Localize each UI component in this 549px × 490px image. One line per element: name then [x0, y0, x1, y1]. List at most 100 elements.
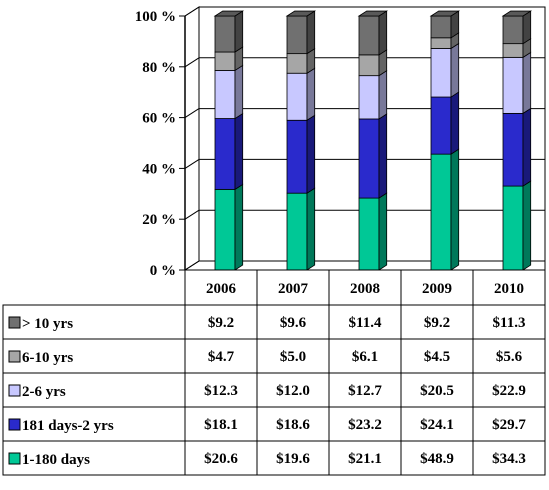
table-cell [472, 440, 546, 476]
table-cell [184, 304, 258, 340]
bar-side [234, 112, 244, 191]
bar-top [501, 10, 533, 17]
table-cell [400, 440, 474, 476]
table-cell [328, 372, 402, 408]
bar-side [234, 64, 244, 120]
bar-side [378, 192, 388, 271]
legend-swatch [8, 452, 21, 465]
table-cell [472, 406, 546, 442]
data-label: $9.2 [424, 315, 450, 331]
bar-front [502, 56, 524, 114]
bar-segment-2007-5 [285, 10, 317, 55]
data-label: $20.6 [204, 451, 238, 467]
legend-swatch [8, 384, 21, 397]
bar-front [502, 43, 524, 58]
legend-swatch [8, 350, 21, 363]
table-cell [328, 338, 402, 374]
bar-side [522, 10, 532, 45]
legend-cell [2, 372, 186, 408]
bar-segment-2006-2 [214, 112, 244, 191]
bar-front [358, 15, 380, 56]
table-cell [256, 406, 330, 442]
data-label: $5.0 [280, 349, 306, 365]
bar-segment-2006-1 [214, 183, 244, 271]
data-label: $9.2 [208, 315, 234, 331]
table-cell [256, 440, 330, 476]
data-label: $19.6 [276, 451, 310, 467]
bar-top [285, 10, 317, 17]
data-label: $5.6 [496, 349, 523, 365]
y-tick-label: 40 % [142, 161, 176, 177]
gridline-side [184, 158, 200, 169]
x-category-label: 2010 [494, 281, 524, 297]
bar-front [286, 15, 308, 55]
bar-segment-2007-2 [286, 114, 316, 194]
bar-front [502, 185, 524, 271]
x-category-label: 2009 [422, 281, 452, 297]
bar-front [286, 53, 308, 74]
data-label: $11.3 [493, 315, 526, 331]
bar-side [450, 91, 460, 155]
legend-swatch [8, 316, 21, 329]
data-label: $12.0 [276, 383, 310, 399]
table-cell [472, 372, 546, 408]
table-cell [472, 304, 546, 340]
table-cell [256, 372, 330, 408]
bar-segment-2010-5 [501, 10, 533, 45]
data-label: $20.5 [420, 383, 454, 399]
bar-front [430, 96, 452, 155]
data-label: $21.1 [348, 451, 382, 467]
gridline-side [184, 6, 200, 17]
bar-side [306, 10, 316, 55]
bar-segment-2007-3 [286, 67, 316, 121]
legend-label: 1-180 days [22, 452, 90, 468]
bar-front [430, 153, 452, 271]
bar-top [429, 10, 461, 17]
data-label: $12.3 [204, 383, 238, 399]
bar-front [358, 75, 380, 120]
bar-top [357, 10, 389, 17]
legend-label: 2-6 yrs [22, 384, 66, 400]
bar-segment-2008-5 [357, 10, 389, 56]
bar-segment-2009-2 [430, 91, 460, 155]
data-label: $48.9 [420, 451, 454, 467]
bar-side [378, 69, 388, 120]
x-category-label: 2008 [350, 281, 380, 297]
bar-segment-2008-1 [358, 192, 388, 271]
legend-cell [2, 304, 186, 340]
data-label: $18.6 [276, 417, 310, 433]
table-cell [400, 406, 474, 442]
bar-segment-2009-3 [430, 42, 460, 98]
bar-front [358, 54, 380, 77]
data-label: $34.3 [492, 451, 526, 467]
bar-front [214, 70, 236, 119]
bar-side [234, 10, 244, 53]
bar-front [430, 37, 452, 49]
bar-segment-2006-5 [213, 10, 245, 53]
bar-segment-2007-4 [286, 47, 316, 74]
bar-side [450, 148, 460, 271]
legend-label: 181 days-2 yrs [22, 418, 114, 434]
legend-label: 6-10 yrs [22, 350, 73, 366]
bar-front [358, 197, 380, 271]
bar-front [430, 48, 452, 98]
bar-front [358, 118, 380, 199]
bar-side [306, 187, 316, 271]
data-label: $4.5 [424, 349, 450, 365]
bar-side [522, 107, 532, 187]
bar-segment-2007-1 [286, 187, 316, 271]
data-label: $23.2 [348, 417, 382, 433]
bar-side [450, 42, 460, 98]
data-label: $29.7 [492, 417, 526, 433]
y-tick-label: 0 % [150, 263, 176, 279]
data-label: $12.7 [348, 383, 382, 399]
table-cell [184, 338, 258, 374]
bar-front [214, 51, 236, 71]
gridline-side [184, 260, 200, 271]
bar-segment-2006-3 [214, 64, 244, 120]
legend-swatch [8, 418, 21, 431]
y-tick-label: 80 % [142, 60, 176, 76]
x-category-label: 2006 [206, 281, 237, 297]
y-tick-label: 100 % [135, 9, 176, 25]
bar-segment-2009-1 [430, 148, 460, 271]
